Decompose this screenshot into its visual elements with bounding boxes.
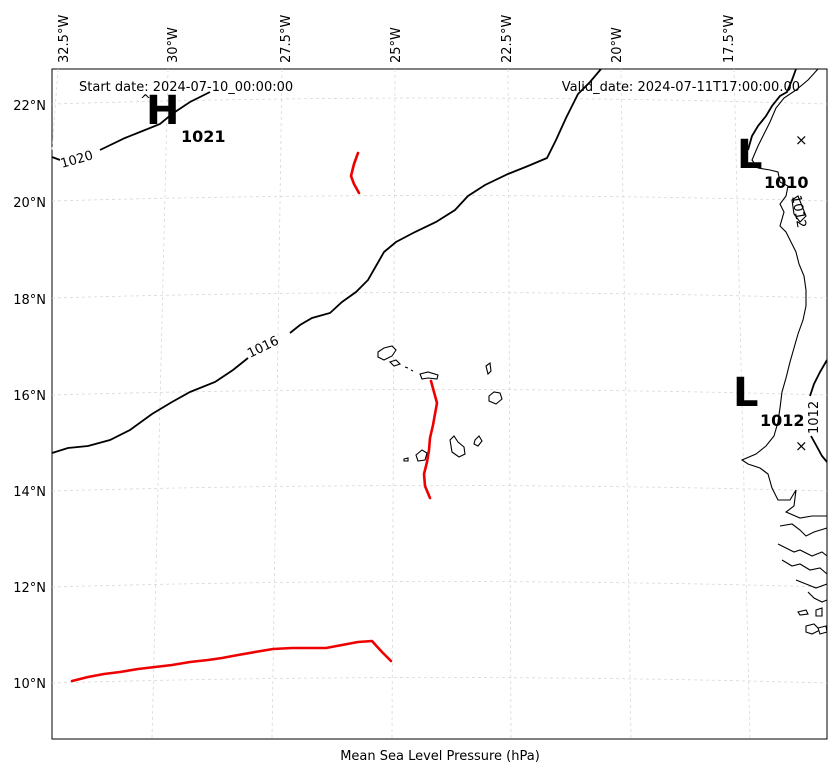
lon-label: 22.5°W [500,15,515,63]
high-marker-cross: ^ [140,93,151,108]
low-value-south: 1012 [760,411,805,430]
isobar-label-1012-south: 1012 [807,401,822,434]
high-value: 1021 [181,127,226,146]
isobar-1016 [51,68,602,454]
isobar-1012-north [747,68,797,151]
latitude-labels: 22°N 20°N 18°N 16°N 14°N 12°N 10°N [13,99,46,692]
lat-label: 18°N [13,293,46,308]
start-date: Start date: 2024-07-10_00:00:00 [79,80,293,95]
longitude-labels: 32.5°W 30°W 27.5°W 25°W 22.5°W 20°W 17.5… [57,15,737,63]
system-markers: ^ × × [140,93,808,455]
lat-label: 12°N [13,581,46,596]
graticule [51,68,828,740]
x-axis-label: Mean Sea Level Pressure (hPa) [340,749,540,764]
lon-label: 25°W [389,27,404,63]
lat-label: 20°N [13,196,46,211]
storm-tracks [70,151,439,683]
isobar-label-1012-north: 1012 [788,194,809,229]
lon-label: 30°W [166,27,181,63]
track-south [70,639,393,683]
lon-label: 32.5°W [57,15,72,63]
lat-label: 10°N [13,677,46,692]
low-value-north: 1010 [764,173,809,192]
low-marker-cross-north: × [795,131,808,149]
isobar-1012-east [809,359,828,463]
isobars [51,68,828,463]
high-letter: H [146,88,179,134]
cape-verde-islands [377,345,503,462]
track-north [349,151,361,195]
lat-label: 14°N [13,485,46,500]
lat-label: 22°N [13,99,46,114]
low-marker-cross-south: × [795,437,808,455]
lon-label: 27.5°W [279,15,294,63]
africa-coastline [740,68,828,635]
map-frame [51,68,828,740]
low-letter-south: L [733,370,759,416]
lon-label: 17.5°W [722,15,737,63]
track-central [422,379,439,500]
lat-label: 16°N [13,389,46,404]
low-letter-north: L [737,132,763,178]
valid-date: Valid_date: 2024-07-11T17:00:00.00 [562,80,800,95]
lon-label: 20°W [610,27,625,63]
isobar-1020 [51,91,211,161]
